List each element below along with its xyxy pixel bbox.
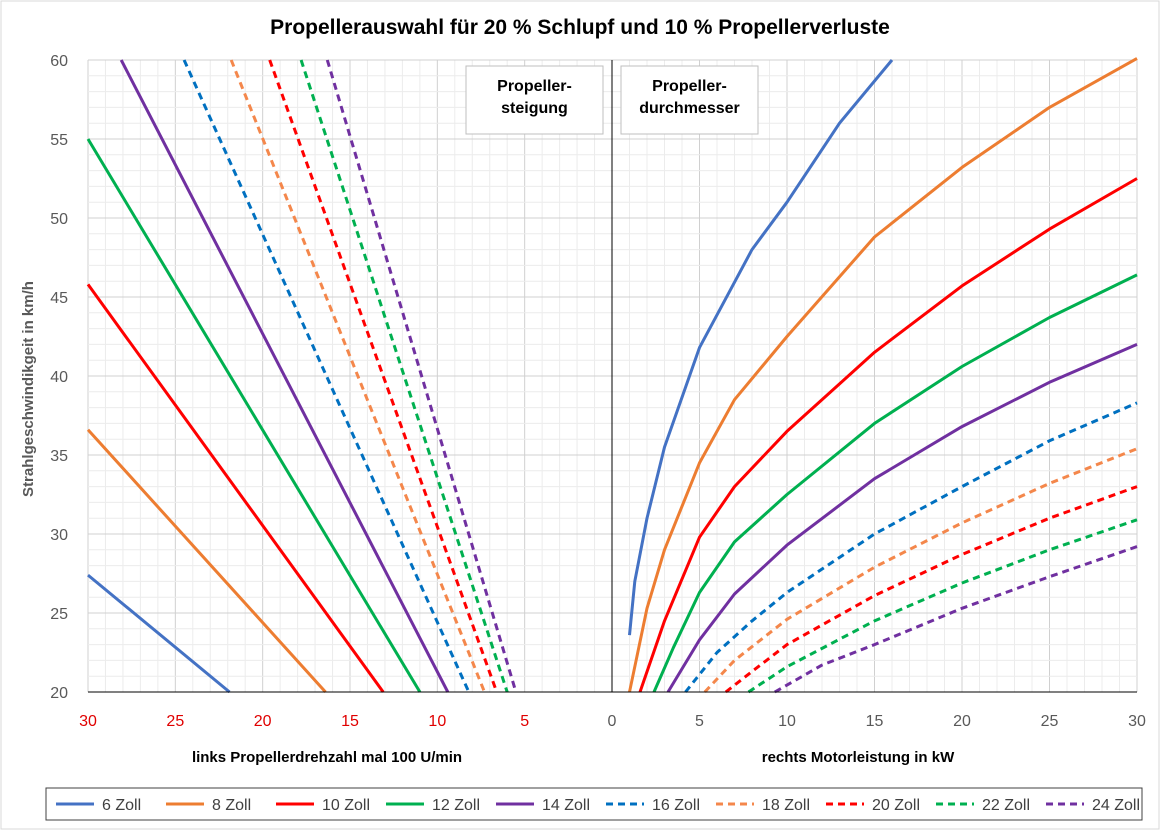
- annotations: Propeller-steigung Propeller-durchmesser: [465, 65, 759, 135]
- x-tick-label-left: 25: [166, 713, 184, 730]
- series-line-right-10-zoll: [638, 177, 1138, 693]
- series-line-right-8-zoll: [628, 57, 1138, 693]
- chart-title: Propellerauswahl für 20 % Schlupf und 10…: [270, 16, 890, 39]
- series-line-left-18-zoll: [229, 59, 486, 693]
- legend-label: 20 Zoll: [872, 797, 920, 814]
- legend-label: 10 Zoll: [322, 797, 370, 814]
- annotation-box: [620, 65, 759, 135]
- legend: 6 Zoll 8 Zoll 10 Zoll 12 Zoll 14 Zoll 16 Zoll…: [45, 787, 1143, 821]
- annotation-text: Propeller-: [497, 78, 572, 95]
- x-axis-label-left: links Propellerdrehzahl mal 100 U/min: [192, 749, 462, 766]
- legend-label: 18 Zoll: [762, 797, 810, 814]
- x-tick-label-right: 30: [1128, 713, 1146, 730]
- series-line-right-24-zoll: [774, 545, 1138, 694]
- series-line-right-16-zoll: [684, 401, 1138, 693]
- legend-label: 8 Zoll: [212, 797, 251, 814]
- x-tick-label-zero: 0: [608, 713, 617, 730]
- series-line-right-12-zoll: [652, 273, 1138, 693]
- x-tick-label-left: 30: [79, 713, 97, 730]
- x-tick-label-left: 5: [520, 713, 529, 730]
- x-tick-label-left: 10: [428, 713, 446, 730]
- x-tick-label-right: 10: [778, 713, 796, 730]
- y-tick-label: 20: [50, 685, 68, 702]
- x-tick-label-right: 5: [695, 713, 704, 730]
- x-tick-label-left: 15: [341, 713, 359, 730]
- series-line-right-14-zoll: [666, 343, 1138, 693]
- y-tick-label: 40: [50, 369, 68, 386]
- series-line-left-20-zoll: [268, 59, 499, 693]
- y-tick-label: 35: [50, 448, 68, 465]
- annotation-text: durchmesser: [639, 100, 740, 117]
- legend-label: 6 Zoll: [102, 797, 141, 814]
- x-axis-label-right: rechts Motorleistung in kW: [762, 749, 955, 766]
- annotation-box: [465, 65, 604, 135]
- legend-label: 12 Zoll: [432, 797, 480, 814]
- series-group: [86, 57, 1138, 694]
- legend-label: 24 Zoll: [1092, 797, 1140, 814]
- legend-label: 14 Zoll: [542, 797, 590, 814]
- x-tick-label-right: 15: [866, 713, 884, 730]
- series-line-left-14-zoll: [119, 59, 450, 693]
- series-line-left-6-zoll: [87, 573, 231, 694]
- y-tick-label: 55: [50, 132, 68, 149]
- series-line-left-8-zoll: [86, 428, 327, 694]
- legend-label: 16 Zoll: [652, 797, 700, 814]
- series-line-right-6-zoll: [628, 59, 894, 636]
- y-tick-label: 50: [50, 211, 68, 228]
- y-tick-label: 60: [50, 53, 68, 70]
- annotation-text: steigung: [501, 100, 568, 117]
- series-line-left-22-zoll: [299, 59, 509, 693]
- x-tick-label-left: 20: [254, 713, 272, 730]
- annotation-text: Propeller-: [652, 78, 727, 95]
- y-axis-label: Strahlgeschwindikgeit in km/h: [20, 281, 37, 497]
- x-tick-label-right: 25: [1041, 713, 1059, 730]
- legend-box: [45, 787, 1143, 821]
- series-line-right-22-zoll: [747, 518, 1138, 694]
- series-line-left-24-zoll: [325, 59, 518, 693]
- series-line-left-12-zoll: [86, 138, 422, 693]
- y-tick-label: 25: [50, 606, 68, 623]
- legend-label: 22 Zoll: [982, 797, 1030, 814]
- y-tick-label: 30: [50, 527, 68, 544]
- x-tick-label-right: 20: [953, 713, 971, 730]
- series-line-left-10-zoll: [86, 283, 385, 693]
- y-tick-label: 45: [50, 290, 68, 307]
- series-line-left-16-zoll: [182, 59, 471, 693]
